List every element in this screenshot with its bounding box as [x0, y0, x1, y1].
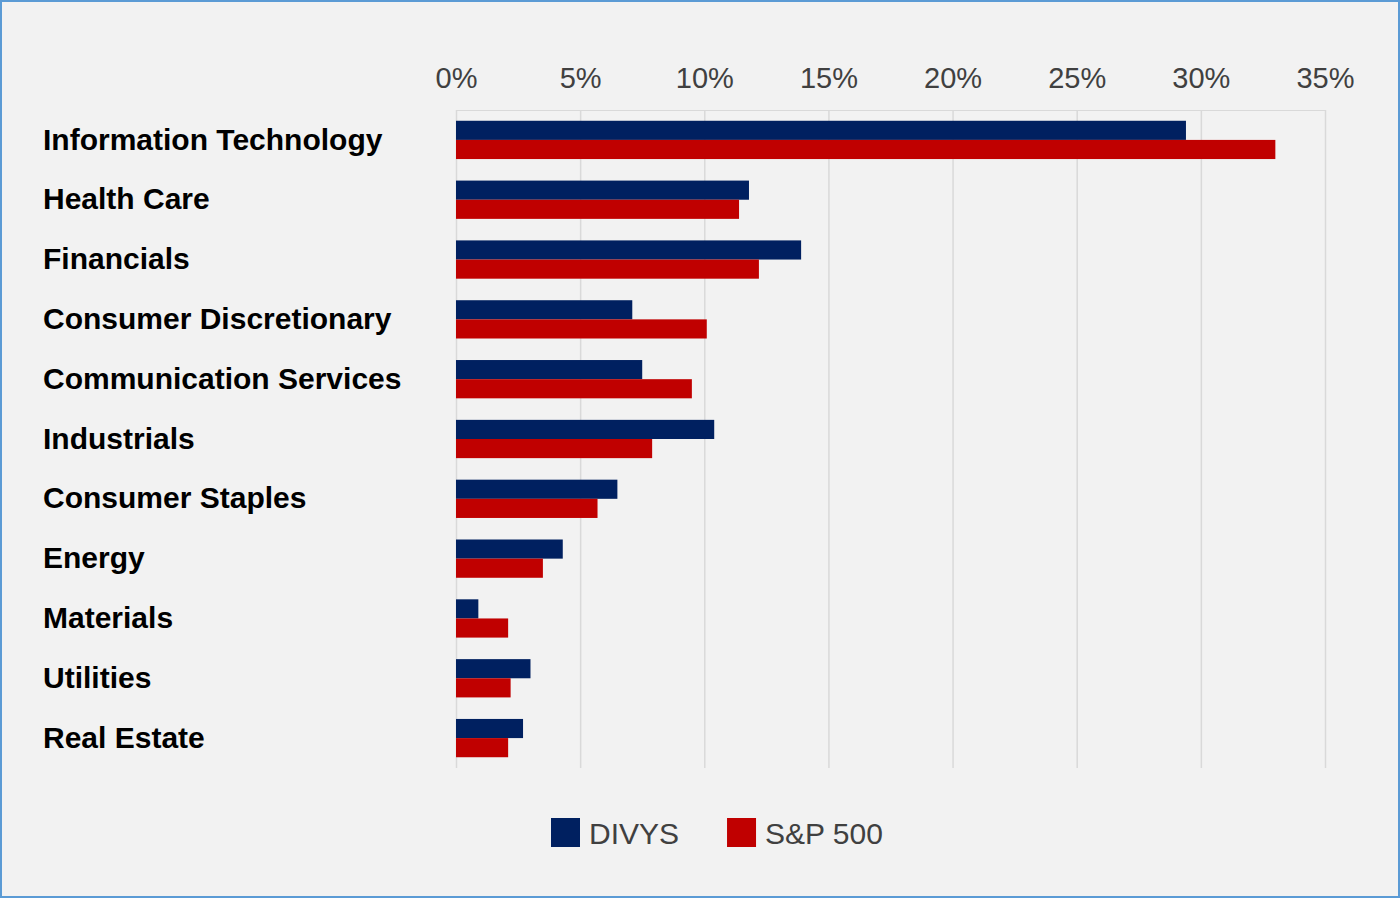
x-tick: 15%: [800, 62, 858, 768]
y-tick-label: Energy: [43, 541, 145, 574]
x-axis: 0% 5% 10% 15% 20% 25% 30% 35%: [436, 62, 1355, 768]
bar: [456, 559, 543, 578]
legend-label: DIVYS: [589, 817, 679, 850]
bar: [456, 659, 530, 678]
y-tick-label: Financials: [43, 242, 190, 275]
chart: 0% 5% 10% 15% 20% 25% 30% 35% Information Techno…: [0, 0, 1400, 898]
bar: [456, 480, 617, 499]
y-tick-label: Health Care: [43, 182, 210, 215]
legend-swatch: [551, 818, 580, 847]
x-axis-line: [457, 110, 1326, 111]
y-tick-label: Information Technology: [43, 123, 383, 156]
legend: DIVYS S&P 500: [551, 817, 883, 850]
y-tick: Real Estate: [43, 721, 205, 754]
bar: [456, 420, 714, 439]
x-tick: 25%: [1048, 62, 1106, 768]
x-tick-label: 0%: [436, 62, 478, 94]
y-tick: Communication Services: [43, 362, 401, 395]
bar: [456, 719, 523, 738]
legend-item: DIVYS: [551, 817, 679, 850]
y-tick: Consumer Staples: [43, 481, 306, 514]
legend-swatch: [727, 818, 756, 847]
y-tick-label: Industrials: [43, 422, 195, 455]
bar: [456, 181, 749, 200]
x-tick-label: 25%: [1048, 62, 1106, 94]
y-tick: Utilities: [43, 661, 151, 694]
bar: [456, 379, 692, 398]
x-tick-label: 35%: [1296, 62, 1354, 94]
bar: [456, 140, 1275, 159]
x-tick-label: 20%: [924, 62, 982, 94]
y-tick-label: Utilities: [43, 661, 151, 694]
background: [1, 1, 1399, 897]
bar: [456, 439, 652, 458]
y-tick: Materials: [43, 601, 173, 634]
x-tick: 5%: [560, 62, 602, 768]
grid-line: [1325, 110, 1327, 768]
y-tick: Industrials: [43, 422, 195, 455]
x-tick: 30%: [1172, 62, 1230, 768]
y-tick: Information Technology: [43, 123, 383, 156]
x-tick: 20%: [924, 62, 982, 768]
y-tick: Energy: [43, 541, 145, 574]
bar: [456, 240, 801, 259]
bar: [456, 599, 478, 618]
y-tick: Consumer Discretionary: [43, 302, 392, 335]
grid-line: [1201, 110, 1203, 768]
y-tick-label: Consumer Staples: [43, 481, 306, 514]
y-tick: Health Care: [43, 182, 210, 215]
bar: [456, 360, 642, 379]
y-tick: Financials: [43, 242, 190, 275]
x-tick-label: 30%: [1172, 62, 1230, 94]
y-tick-label: Communication Services: [43, 362, 401, 395]
y-tick-label: Materials: [43, 601, 173, 634]
x-tick: 35%: [1296, 62, 1354, 768]
legend-item: S&P 500: [727, 817, 883, 850]
x-tick-label: 15%: [800, 62, 858, 94]
y-tick-label: Consumer Discretionary: [43, 302, 392, 335]
x-tick-label: 10%: [676, 62, 734, 94]
bar: [456, 678, 511, 697]
grid-line: [828, 110, 830, 768]
bar: [456, 539, 563, 558]
bar: [456, 499, 598, 518]
y-axis: Information Technology Health Care Financi…: [43, 123, 401, 754]
legend-label: S&P 500: [765, 817, 883, 850]
bar: [456, 200, 739, 219]
bars: [456, 121, 1275, 757]
x-tick-label: 5%: [560, 62, 602, 94]
series-bars: [456, 121, 1186, 738]
bar: [456, 319, 707, 338]
bar: [456, 260, 759, 279]
bar: [456, 121, 1186, 140]
x-tick: 10%: [676, 62, 734, 768]
bar: [456, 300, 632, 319]
series-bars: [456, 140, 1275, 757]
y-tick-label: Real Estate: [43, 721, 205, 754]
bar: [456, 738, 508, 757]
grid-line: [952, 110, 954, 768]
bar: [456, 618, 508, 637]
grid-line: [1076, 110, 1078, 768]
